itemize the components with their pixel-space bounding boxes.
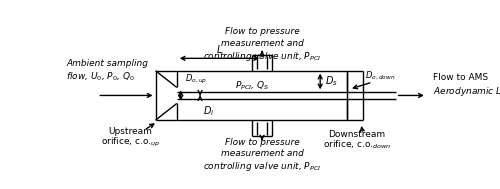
Text: $D_{o,down}$: $D_{o,down}$ <box>365 70 395 82</box>
Text: measurement and: measurement and <box>220 39 304 48</box>
Text: Flow to AMS: Flow to AMS <box>432 74 488 82</box>
Text: $D_i$: $D_i$ <box>203 105 214 118</box>
Text: Downstream: Downstream <box>328 130 386 139</box>
Text: $D_{o,up}$: $D_{o,up}$ <box>184 73 207 86</box>
Text: controlling valve unit, $P_{PCI}$: controlling valve unit, $P_{PCI}$ <box>203 50 321 63</box>
Text: $P_{PCI}$, $Q_S$: $P_{PCI}$, $Q_S$ <box>235 79 270 91</box>
Text: $L$: $L$ <box>216 43 223 55</box>
Text: flow, $U_0$, $P_0$, $Q_0$: flow, $U_0$, $P_0$, $Q_0$ <box>66 70 136 83</box>
Text: Aerodynamic Lens, $P_{Lens}$: Aerodynamic Lens, $P_{Lens}$ <box>432 85 500 98</box>
Text: Upstream: Upstream <box>108 127 152 136</box>
Text: Flow to pressure: Flow to pressure <box>224 27 300 36</box>
Text: controlling valve unit, $P_{PCI}$: controlling valve unit, $P_{PCI}$ <box>203 160 321 173</box>
Text: Ambient sampling: Ambient sampling <box>66 59 148 68</box>
Text: orifice, c.o.$_{down}$: orifice, c.o.$_{down}$ <box>323 139 391 151</box>
Text: Flow to pressure: Flow to pressure <box>224 138 300 147</box>
Text: orifice, c.o.$_{up}$: orifice, c.o.$_{up}$ <box>100 136 160 149</box>
Text: measurement and: measurement and <box>220 149 304 158</box>
Text: $D_s$: $D_s$ <box>325 75 338 88</box>
